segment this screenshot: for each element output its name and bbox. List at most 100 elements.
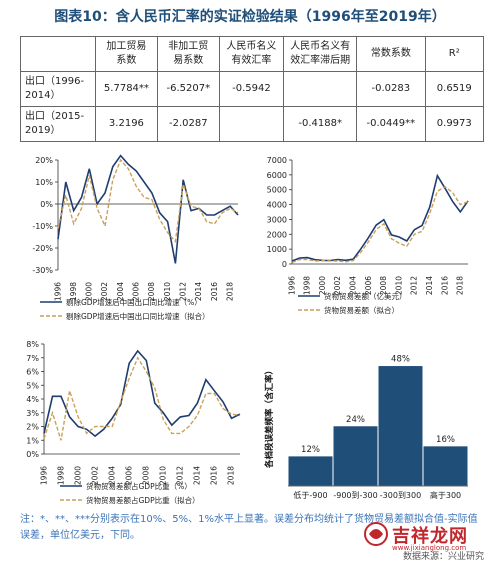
y-tick-label: 4%: [26, 395, 39, 404]
x-tick-label: 1998: [56, 466, 65, 485]
chart-export-growth: 20% 10% 0% -10% -20% -30%1996 1998 2000 2002 2004…: [32, 154, 239, 321]
table-cell: 人民币名义 有效汇率: [218, 36, 285, 72]
legend-label-0: 货物贸易差额占GDP比重（%）: [86, 481, 192, 491]
histogram-bar: [422, 445, 469, 487]
x-tick-label: 2014: [425, 276, 434, 295]
series-line-1: [43, 356, 241, 441]
series-line-1: [57, 158, 239, 244]
x-tick-label: 2016: [440, 276, 449, 295]
table-cell: 5.7784**: [94, 71, 158, 107]
table-cell: -0.0449**: [356, 106, 426, 142]
x-tick-label: 2002: [333, 276, 342, 295]
x-tick-label: 2002: [90, 466, 99, 485]
table-row: 出口（2015- 2019） 3.2196 -2.0287 -0.4188* -0.04…: [20, 106, 485, 142]
bar-value-label: 48%: [391, 355, 410, 365]
histogram-bar: [287, 455, 334, 487]
x-tick-label: 2010: [159, 466, 168, 485]
chart-error-histogram: 各档段误差频率（含汇率） 12% 低于-900 24% -900到-300 48% -300…: [264, 355, 469, 500]
y-tick-label: 5%: [26, 381, 39, 390]
y-tick-label: 1000: [267, 245, 287, 254]
legend-label-1: 剔除GDP增速后中国出口同比增速（拟合）: [66, 311, 210, 321]
table-cell: 常数系数: [356, 36, 426, 72]
legend-label-0: 剔除GDP增速后中国出口同比增速（%）: [66, 297, 202, 307]
x-tick-label: 2000: [73, 466, 82, 485]
page-title: 图表10：含人民币汇率的实证检验结果（1996年至2019年）: [54, 9, 446, 25]
footnote: 注：*、**、***分别表示在10%、5%、1%水平上显著。误差分布均统计了货物…: [20, 514, 478, 541]
x-tick-label: 2014: [194, 282, 203, 301]
x-tick-label: 2006: [132, 282, 141, 301]
x-tick-label: 2012: [178, 282, 187, 301]
x-tick-label: 1998: [303, 276, 312, 295]
series-line-0: [291, 173, 469, 262]
x-tick-label: 2018: [456, 276, 465, 295]
x-tick-label: 2002: [100, 282, 109, 301]
y-tick-label: 20%: [35, 156, 53, 165]
chart-balance-gdp-ratio: 8% 7% 6% 5% 4% 3% 2% 1% 0%1996 1998 2000 2002 2004 20…: [26, 340, 241, 505]
y-tick-label: 5000: [267, 186, 287, 195]
x-tick-label: 2010: [394, 276, 403, 295]
table-row: 出口（1996- 2014） 5.7784** -6.5207* -0.5942 -0.…: [20, 71, 485, 107]
series-line-0: [43, 349, 241, 438]
table-cell: -0.4188*: [283, 106, 358, 142]
table-cell: 出口（1996- 2014）: [20, 71, 96, 107]
table-cell: -2.0287: [156, 106, 220, 142]
y-tick-label: 3%: [26, 409, 39, 418]
table-cell: 0.6519: [424, 71, 485, 107]
x-tick-label: 1996: [53, 282, 62, 301]
y-tick-label: 6%: [26, 368, 39, 377]
x-tick-label: 1996: [287, 276, 296, 295]
y-tick-label: -10%: [32, 222, 53, 231]
bar-value-label: 24%: [346, 415, 365, 425]
x-tick-label: 2004: [116, 282, 125, 301]
y-tick-label: 10%: [35, 178, 53, 187]
x-tick-label: 2008: [147, 282, 156, 301]
legend-label-1: 货物贸易差额占GDP比重（拟合）: [86, 495, 200, 505]
x-tick-label: 2004: [348, 276, 357, 295]
y-tick-label: 0%: [40, 200, 53, 209]
x-tick-label: 2004: [107, 466, 116, 485]
data-source: 数据来源：兴业研究: [402, 552, 484, 562]
y-tick-label: 6000: [267, 171, 287, 180]
histogram-bar: [332, 425, 379, 487]
x-tick-label: 1996: [39, 466, 48, 485]
table-cell: [20, 36, 96, 72]
x-category-label: -900到-300: [333, 491, 377, 500]
y-tick-label: 2%: [26, 423, 39, 432]
legend-label-0: 货物贸易差额（亿美元）: [324, 291, 407, 301]
y-axis-title: 各档段误差频率（含汇率）: [264, 366, 275, 469]
y-tick-label: 2000: [267, 230, 287, 239]
bar-value-label: 12%: [301, 445, 320, 455]
table-cell: R²: [424, 36, 485, 72]
table-cell: 加工贸易 系数: [94, 36, 158, 72]
x-tick-label: 2000: [85, 282, 94, 301]
table-header-row: 加工贸易 系数 非加工贸 易系数 人民币名义 有效汇率 人民币名义有 效汇率滞后期 常数…: [20, 36, 485, 72]
y-tick-label: 3000: [267, 215, 287, 224]
x-tick-label: 2016: [210, 282, 219, 301]
y-tick-label: 0: [282, 260, 287, 269]
x-tick-label: 2016: [210, 466, 219, 485]
x-tick-label: 2018: [227, 466, 236, 485]
y-tick-label: 8%: [26, 340, 39, 349]
x-tick-label: 2006: [124, 466, 133, 485]
y-tick-label: 1%: [26, 436, 39, 445]
table-cell: 出口（2015- 2019）: [20, 106, 96, 142]
regression-table: 加工贸易 系数 非加工贸 易系数 人民币名义 有效汇率 人民币名义有 效汇率滞后期 常数…: [20, 36, 485, 142]
series-line-0: [57, 154, 239, 264]
table-cell: 人民币名义有 效汇率滞后期: [283, 36, 358, 72]
x-tick-label: 2000: [318, 276, 327, 295]
x-tick-label: 2012: [176, 466, 185, 485]
y-tick-label: 7%: [26, 354, 39, 363]
table-cell: [218, 106, 285, 142]
histogram-bar: [377, 365, 424, 487]
x-category-label: -300到300: [380, 491, 421, 500]
y-tick-label: -20%: [32, 244, 53, 253]
x-tick-label: 2014: [193, 466, 202, 485]
watermark-brand: 吉祥龙网: [392, 526, 468, 547]
x-category-label: 高于300: [430, 490, 461, 500]
x-tick-label: 2008: [142, 466, 151, 485]
x-tick-label: 2010: [163, 282, 172, 301]
series-line-1: [291, 185, 469, 264]
table-cell: -6.5207*: [156, 71, 220, 107]
y-tick-label: 0%: [26, 450, 39, 459]
